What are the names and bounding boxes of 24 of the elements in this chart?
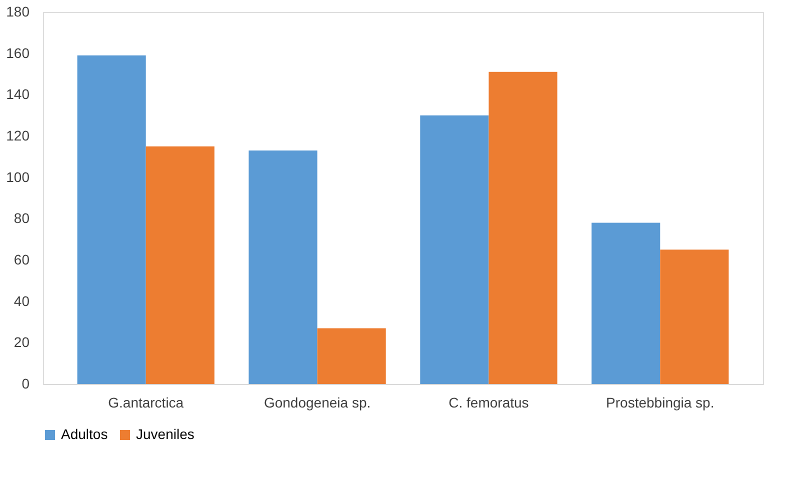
y-tick-label: 120 (6, 128, 30, 144)
y-tick-label: 20 (14, 334, 30, 350)
legend-label: Adultos (61, 426, 108, 442)
y-tick-label: 0 (22, 376, 30, 392)
y-tick-label: 60 (14, 252, 30, 268)
y-tick-label: 40 (14, 292, 30, 309)
y-tick-label: 180 (6, 4, 30, 20)
bar (592, 222, 660, 384)
bar (248, 150, 318, 384)
x-tick-label: Prostebbingia sp. (606, 394, 714, 410)
legend-label: Juveniles (136, 426, 194, 442)
bar (77, 55, 146, 384)
bar (488, 72, 558, 384)
y-tick-label: 140 (6, 86, 30, 102)
y-tick-label: 80 (14, 210, 30, 226)
x-tick-label: G.antarctica (108, 394, 184, 410)
bar (317, 328, 386, 384)
x-tick-label: C. femoratus (448, 394, 529, 410)
x-tick-label: Gondogeneia sp. (264, 394, 371, 410)
y-tick-label: 100 (6, 168, 30, 185)
bar (660, 250, 729, 384)
bar (146, 146, 214, 384)
y-tick-label: 160 (6, 44, 30, 61)
bar (420, 115, 489, 384)
